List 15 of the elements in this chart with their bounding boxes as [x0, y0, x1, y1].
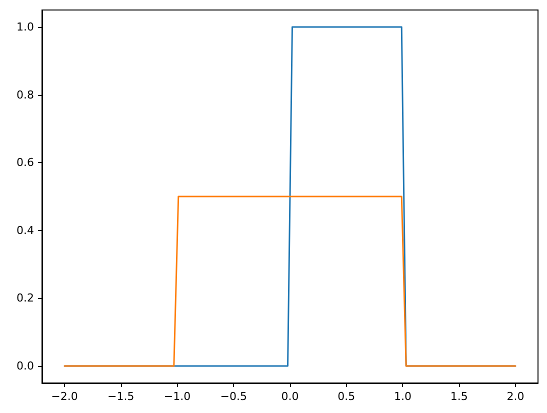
y-tick-label: 1.0 — [16, 20, 34, 34]
y-tick-label: 0.8 — [16, 88, 34, 102]
x-tick-label: −1.0 — [164, 390, 191, 403]
y-tick-label: 0.0 — [16, 360, 34, 373]
y-tick-label: 0.2 — [16, 292, 34, 305]
x-tick-label: 0.5 — [338, 390, 356, 403]
x-tick-label: −1.5 — [108, 390, 134, 403]
x-tick-label: −2.0 — [51, 390, 78, 403]
x-tick-label: 1.0 — [394, 390, 412, 403]
x-tick-label: 2.0 — [506, 390, 524, 403]
x-tick-label: −0.5 — [220, 390, 247, 403]
y-tick-label: 0.6 — [16, 156, 34, 170]
x-tick-label: 1.5 — [450, 390, 468, 403]
x-tick-label: 0.0 — [281, 390, 299, 403]
y-tick-label: 0.4 — [16, 224, 34, 237]
